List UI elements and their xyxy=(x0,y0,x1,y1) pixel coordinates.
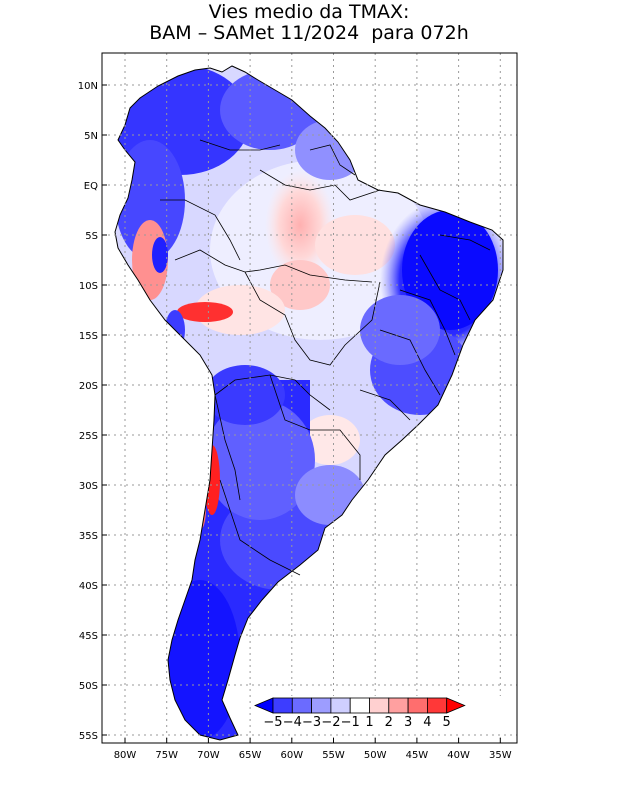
colorbar-label: −1 xyxy=(341,715,360,730)
colorbar-label: 1 xyxy=(365,715,373,730)
lat-label: 25S xyxy=(79,431,98,442)
lon-label: 70W xyxy=(197,750,220,761)
colorbar-segment xyxy=(291,697,312,714)
colorbar-label: 2 xyxy=(385,715,393,730)
lat-label: 10N xyxy=(78,81,98,92)
title-line-1: Vies medio da TMAX: xyxy=(208,1,410,23)
colorbar: −5 −4 −3 −2 −1 1 2 3 4 5 xyxy=(253,696,510,734)
title-line-2: BAM – SAMet 11/2024 para 072h xyxy=(149,22,469,44)
lat-label: 15S xyxy=(79,331,98,342)
lon-label: 45W xyxy=(406,750,429,761)
colorbar-segment xyxy=(407,697,428,714)
colorbar-segment xyxy=(426,697,448,714)
colorbar-segment xyxy=(388,697,409,714)
colorbar-label: −5 xyxy=(263,715,282,730)
lon-label: 60W xyxy=(280,750,303,761)
colorbar-segment xyxy=(330,697,351,714)
map-frame xyxy=(101,52,518,744)
lat-label: 50S xyxy=(79,681,98,692)
lon-label: 80W xyxy=(114,750,137,761)
lat-label: 30S xyxy=(79,481,98,492)
colorbar-right-arrow xyxy=(446,697,466,714)
lat-label: 5N xyxy=(84,131,98,142)
colorbar-label: −2 xyxy=(321,715,340,730)
lat-label: 5S xyxy=(85,231,98,242)
lon-label: 50W xyxy=(364,750,387,761)
lon-label: 65W xyxy=(239,750,262,761)
lat-label: 20S xyxy=(79,381,98,392)
lat-label: 55S xyxy=(79,731,98,742)
country-borders xyxy=(160,139,491,576)
lat-lon-grid xyxy=(102,53,517,743)
latitude-labels: 10N 5N EQ 5S 10S 15S 20S 25S 30S 35S 40S 45S 50S 55S xyxy=(78,81,107,742)
colorbar-segment xyxy=(369,697,390,714)
colorbar-label: 5 xyxy=(443,715,451,730)
colorbar-label: −4 xyxy=(283,715,302,730)
longitude-labels: 80W 75W 70W 65W 60W 55W 50W 45W 40W 35W xyxy=(114,738,512,761)
colorbar-segment xyxy=(349,697,370,714)
colorbar-segment xyxy=(272,697,293,714)
lat-label: 40S xyxy=(79,581,98,592)
colorbar-label: 4 xyxy=(423,715,431,730)
lon-label: 40W xyxy=(447,750,470,761)
lon-label: 35W xyxy=(489,750,512,761)
colorbar-label: −3 xyxy=(302,715,321,730)
lat-label: 10S xyxy=(79,281,98,292)
lon-label: 55W xyxy=(322,750,345,761)
colorbar-segment xyxy=(311,697,332,714)
lon-label: 75W xyxy=(155,750,178,761)
colorbar-label: 3 xyxy=(404,715,412,730)
lat-label: 45S xyxy=(79,631,98,642)
lat-label: 35S xyxy=(79,531,98,542)
lat-label: EQ xyxy=(84,181,98,192)
map-title: Vies medio da TMAX: BAM – SAMet 11/2024 … xyxy=(0,2,618,44)
